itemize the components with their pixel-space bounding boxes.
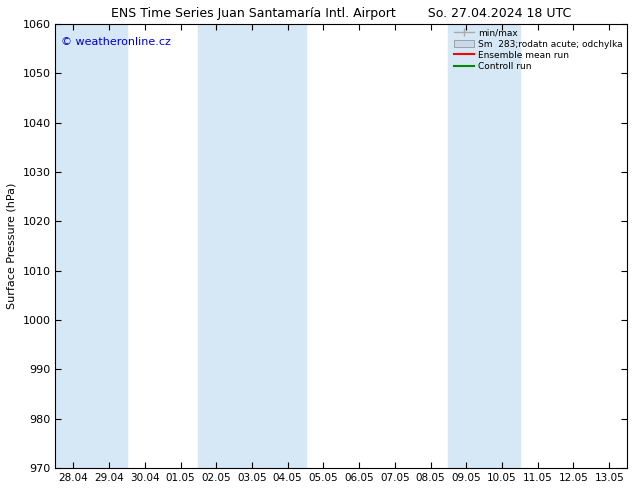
Bar xyxy=(198,24,306,468)
Title: ENS Time Series Juan Santamaría Intl. Airport        So. 27.04.2024 18 UTC: ENS Time Series Juan Santamaría Intl. Ai… xyxy=(111,7,571,20)
Text: © weatheronline.cz: © weatheronline.cz xyxy=(61,37,171,47)
Bar xyxy=(56,24,127,468)
Bar xyxy=(448,24,520,468)
Legend: min/max, Sm  283;rodatn acute; odchylka, Ensemble mean run, Controll run: min/max, Sm 283;rodatn acute; odchylka, … xyxy=(453,26,624,73)
Y-axis label: Surface Pressure (hPa): Surface Pressure (hPa) xyxy=(7,183,17,309)
